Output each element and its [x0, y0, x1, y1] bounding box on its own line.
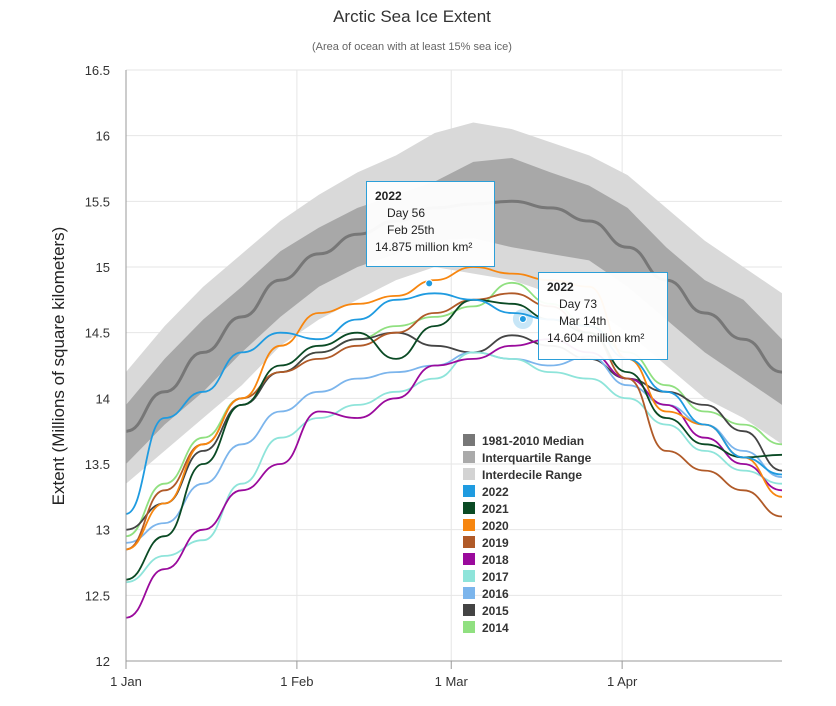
y-tick-label: 12	[96, 654, 110, 669]
legend-swatch	[463, 502, 475, 514]
y-tick-label: 15	[96, 260, 110, 275]
legend-swatch	[463, 434, 475, 446]
y-tick-label: 12.5	[85, 588, 110, 603]
y-tick-label: 14.5	[85, 326, 110, 341]
axes: 12 12.5 13 13.5 14 14.5 15 15.5 16 16.5 1 Jan 1 Feb…	[85, 63, 782, 689]
legend[interactable]: 1981-2010 Median Interquartile Range Inter…	[463, 434, 592, 635]
y-tick-label: 13.5	[85, 457, 110, 472]
legend-label: Interdecile Range	[482, 468, 582, 482]
legend-label: 2020	[482, 519, 509, 533]
series-2016	[125, 351, 783, 544]
y-tick-label: 15.5	[85, 194, 110, 209]
x-tick-label: 1 Apr	[607, 674, 638, 689]
tooltip-marker	[518, 315, 527, 324]
y-axis-label: Extent (Millions of square kilometers)	[49, 227, 68, 506]
series-2017	[125, 351, 783, 584]
legend-swatch	[463, 519, 475, 531]
legend-swatch	[463, 621, 475, 633]
legend-swatch	[463, 536, 475, 548]
legend-label: 2018	[482, 553, 509, 567]
legend-label: 1981-2010 Median	[482, 434, 584, 448]
y-tick-label: 16	[96, 129, 110, 144]
legend-label: 2017	[482, 570, 509, 584]
chart-subtitle: (Area of ocean with at least 15% sea ice…	[312, 41, 512, 53]
y-tick-label: 13	[96, 523, 110, 538]
legend-swatch	[463, 604, 475, 616]
y-tick-label: 14	[96, 391, 110, 406]
series	[125, 266, 783, 619]
legend-label: Interquartile Range	[482, 451, 592, 465]
legend-label: 2019	[482, 536, 509, 550]
series-2020	[125, 266, 783, 551]
tooltip-value: 14.604 million km²	[547, 331, 645, 345]
legend-swatch	[463, 468, 475, 480]
interquartile-band	[126, 158, 782, 464]
markers	[425, 279, 533, 330]
x-tick-label: 1 Feb	[280, 674, 313, 689]
series-2014	[125, 281, 783, 538]
tooltip-date: Feb 25th	[387, 223, 435, 237]
legend-swatch	[463, 570, 475, 582]
legend-swatch	[463, 553, 475, 565]
tooltip-day-56: 2022 Day 56 Feb 25th 14.875 million km²	[366, 181, 495, 267]
legend-label: 2014	[482, 621, 509, 635]
legend-swatch	[463, 451, 475, 463]
x-tick-label: 1 Jan	[110, 674, 142, 689]
series-2021	[125, 298, 783, 581]
tooltip-date: Mar 14th	[559, 314, 607, 328]
chart-title: Arctic Sea Ice Extent	[333, 7, 491, 26]
legend-label: 2021	[482, 502, 509, 516]
series-2015	[125, 331, 783, 531]
x-tick-label: 1 Mar	[435, 674, 469, 689]
legend-label: 2016	[482, 587, 509, 601]
series-2022	[125, 292, 783, 515]
series-2018	[125, 338, 783, 619]
tooltip-value: 14.875 million km²	[375, 240, 473, 254]
legend-swatch	[463, 587, 475, 599]
y-tick-label: 16.5	[85, 63, 110, 78]
tooltip-year: 2022	[375, 189, 402, 203]
tooltip-year: 2022	[547, 280, 574, 294]
tooltip-day-73: 2022 Day 73 Mar 14th 14.604 million km²	[538, 272, 668, 360]
tooltip-day: Day 73	[559, 297, 598, 311]
tooltip-marker	[425, 279, 434, 288]
legend-label: 2015	[482, 604, 509, 618]
legend-swatch	[463, 485, 475, 497]
tooltip-day: Day 56	[387, 206, 426, 220]
legend-label: 2022	[482, 485, 509, 499]
